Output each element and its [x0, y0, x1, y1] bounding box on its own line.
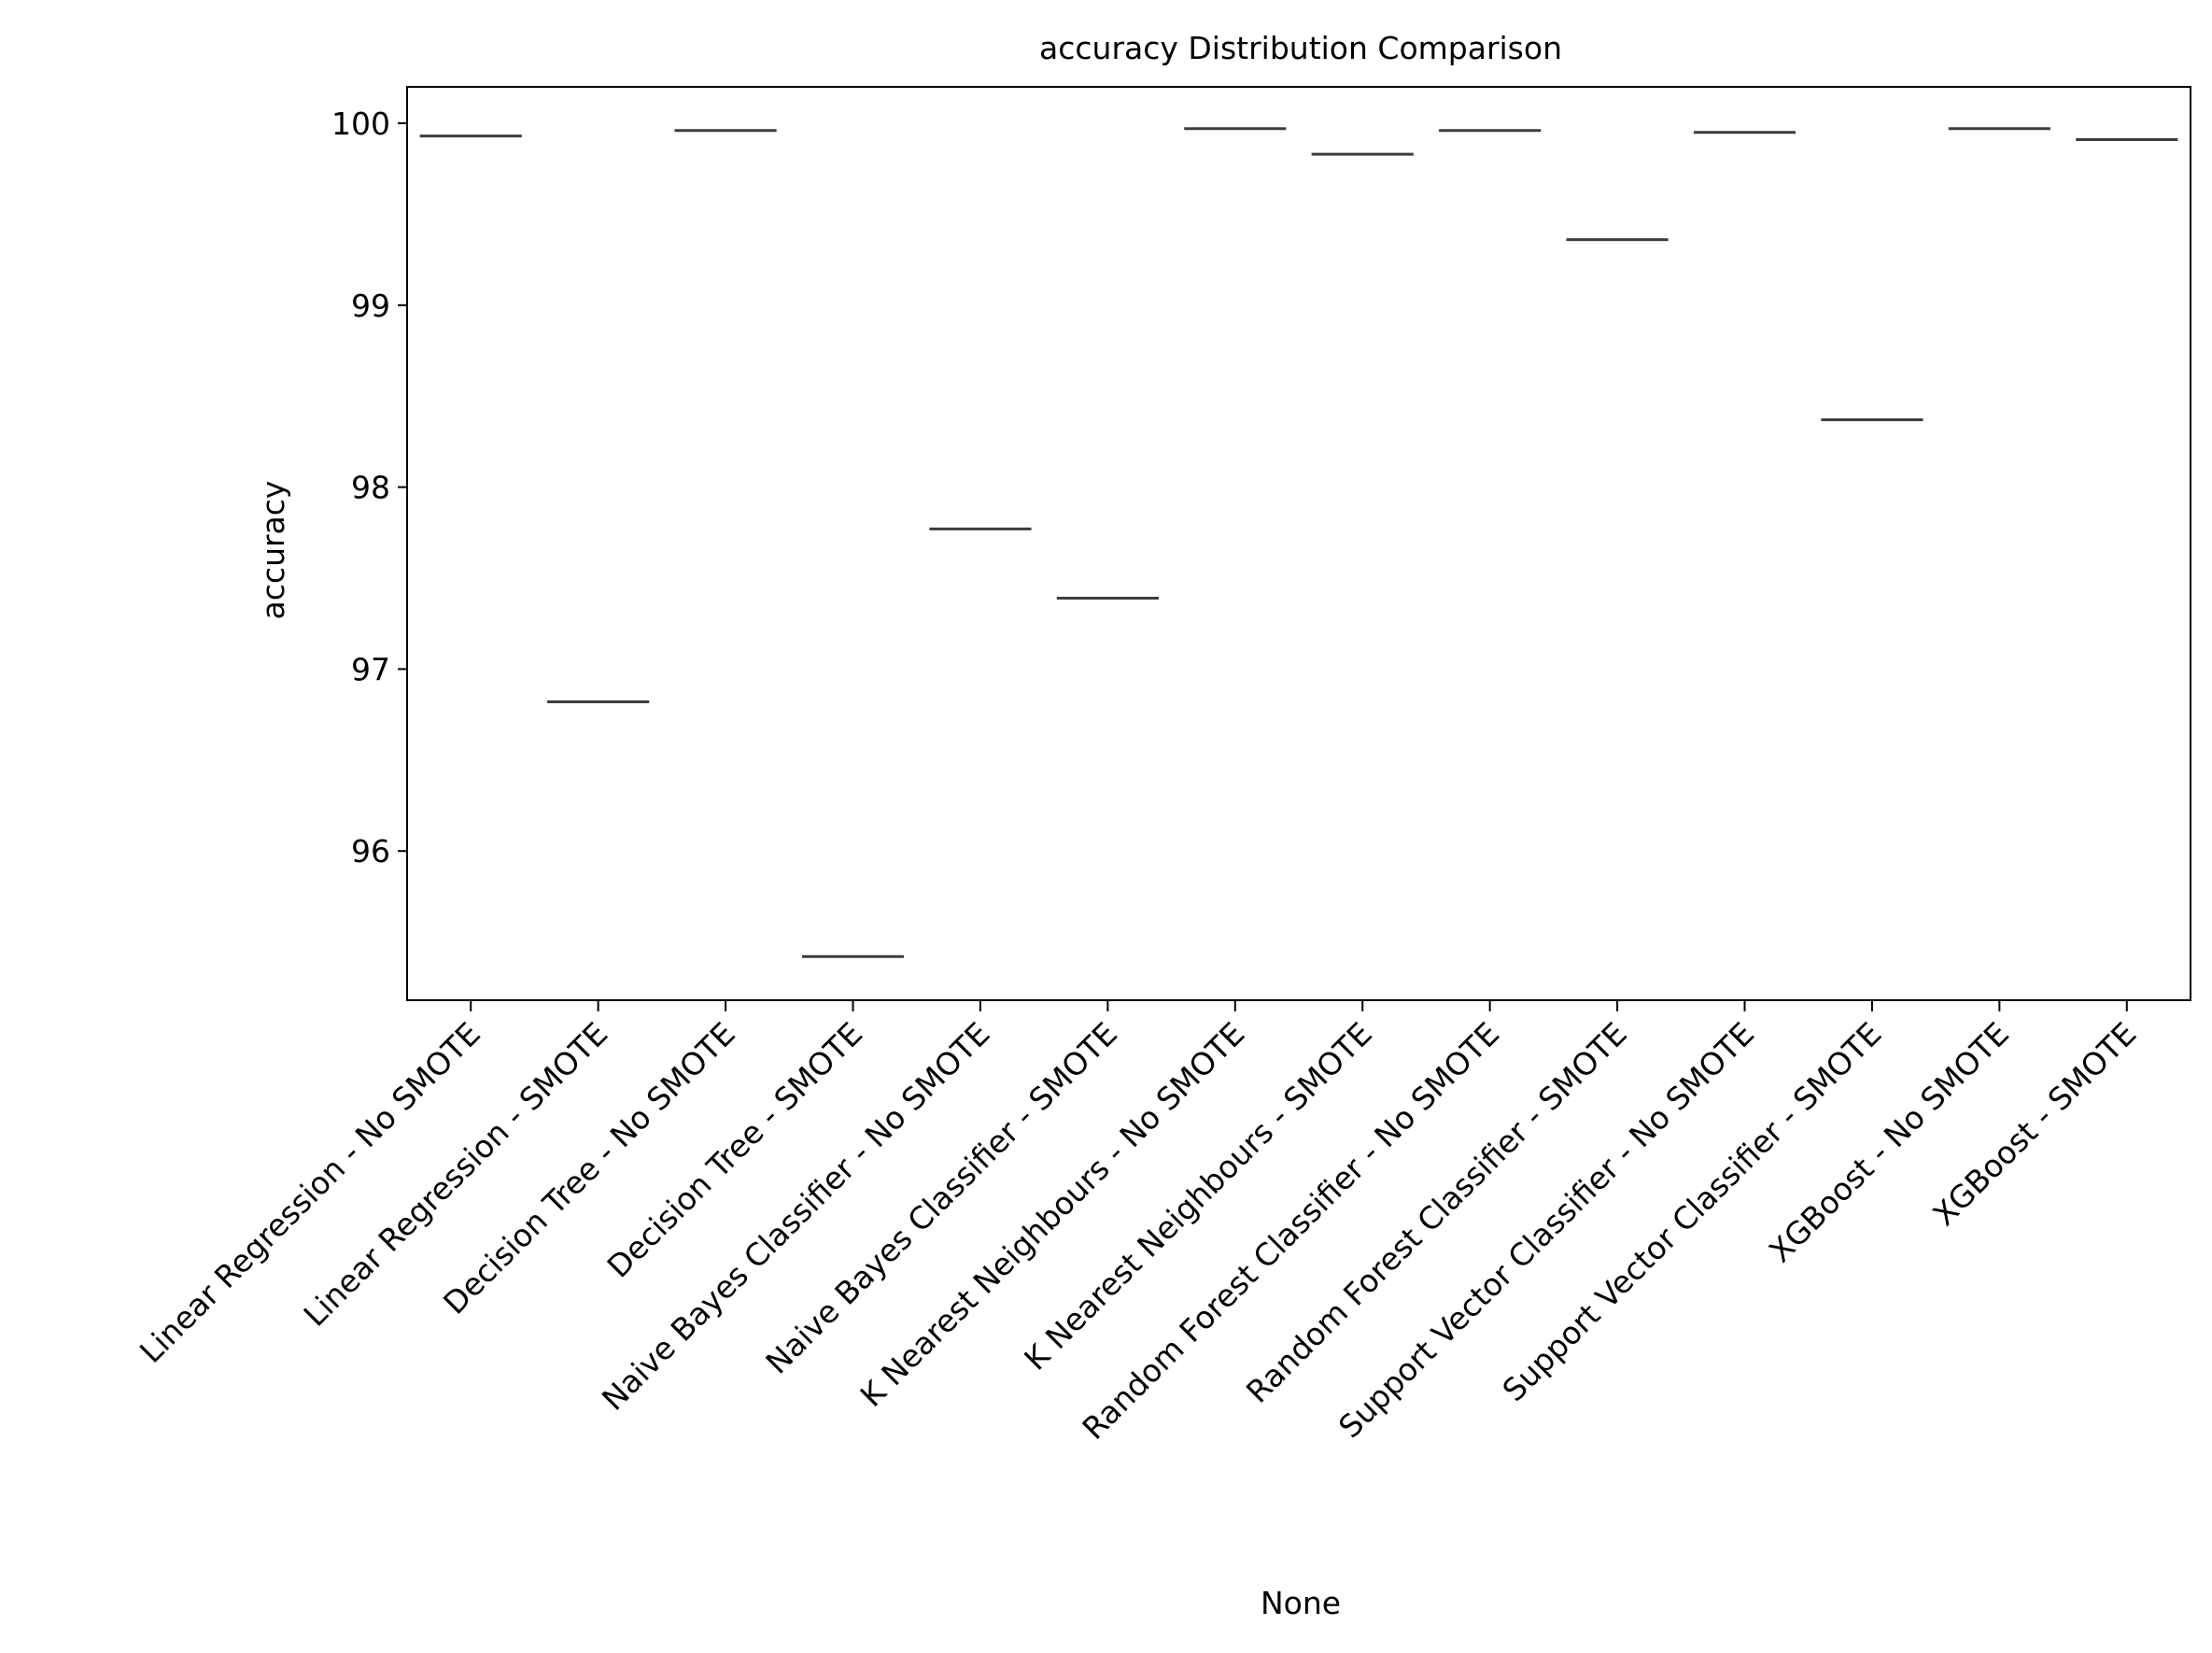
plot-frame: [406, 86, 2191, 1001]
y-tick-label: 97: [351, 651, 390, 687]
x-axis-label: None: [1261, 1585, 1341, 1621]
y-tick-label: 100: [331, 106, 390, 142]
y-tick-label: 96: [351, 833, 390, 869]
y-axis-label: accuracy: [255, 481, 291, 620]
y-tick-label: 99: [351, 288, 390, 324]
chart-title: accuracy Distribution Comparison: [1039, 30, 1562, 66]
y-tick-label: 98: [351, 470, 390, 506]
